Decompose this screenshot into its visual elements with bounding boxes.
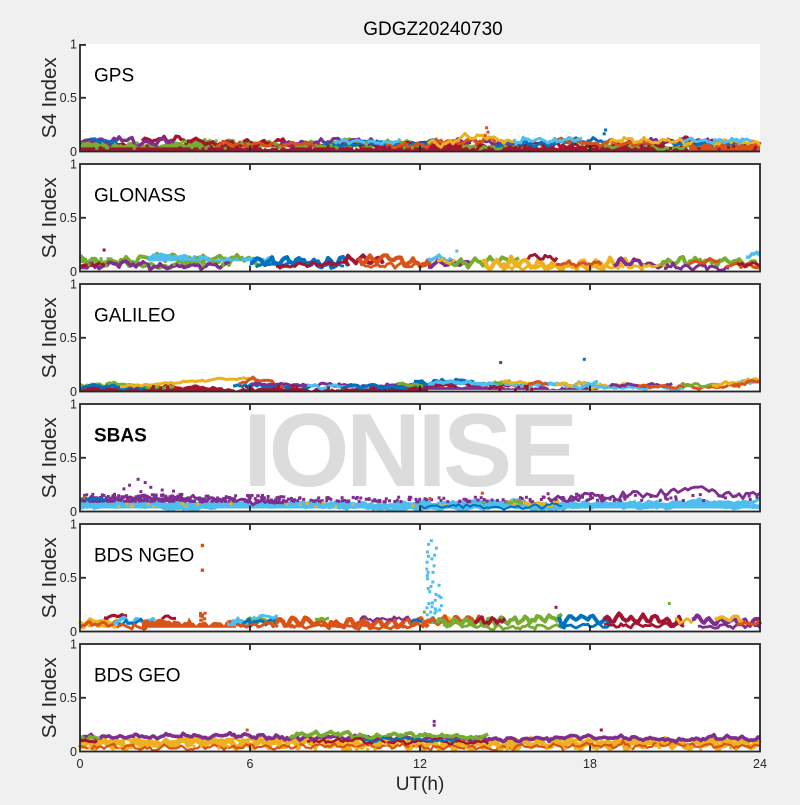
svg-text:0: 0 <box>77 757 84 771</box>
svg-text:GDGZ20240730: GDGZ20240730 <box>363 19 502 40</box>
svg-text:24: 24 <box>753 757 767 771</box>
svg-text:1: 1 <box>70 638 77 652</box>
svg-text:1: 1 <box>70 38 77 52</box>
svg-text:S4 Index: S4 Index <box>38 537 61 619</box>
svg-text:12: 12 <box>413 757 427 771</box>
svg-text:BDS GEO: BDS GEO <box>94 666 181 687</box>
svg-text:1: 1 <box>70 398 77 412</box>
svg-text:0: 0 <box>70 745 77 759</box>
svg-text:0.5: 0.5 <box>60 331 77 345</box>
svg-text:0.5: 0.5 <box>60 451 77 465</box>
svg-text:6: 6 <box>247 757 254 771</box>
svg-text:1: 1 <box>70 518 77 532</box>
svg-text:0: 0 <box>70 265 77 279</box>
svg-text:GPS: GPS <box>94 66 134 87</box>
svg-text:0.5: 0.5 <box>60 691 77 705</box>
svg-text:S4 Index: S4 Index <box>38 57 61 139</box>
svg-text:GLONASS: GLONASS <box>94 186 186 207</box>
svg-text:GALILEO: GALILEO <box>94 306 175 327</box>
svg-text:S4 Index: S4 Index <box>38 657 61 739</box>
svg-text:S4 Index: S4 Index <box>38 177 61 259</box>
svg-text:S4 Index: S4 Index <box>38 417 61 499</box>
svg-text:0: 0 <box>70 625 77 639</box>
svg-text:0: 0 <box>70 505 77 519</box>
svg-text:IONISE: IONISE <box>243 393 575 509</box>
svg-text:1: 1 <box>70 278 77 292</box>
svg-text:0.5: 0.5 <box>60 211 77 225</box>
svg-text:0: 0 <box>70 385 77 399</box>
svg-text:SBAS: SBAS <box>94 426 147 447</box>
svg-text:UT(h): UT(h) <box>396 774 445 795</box>
svg-text:0.5: 0.5 <box>60 571 77 585</box>
svg-text:0: 0 <box>70 145 77 159</box>
svg-text:1: 1 <box>70 158 77 172</box>
svg-text:0.5: 0.5 <box>60 91 77 105</box>
svg-text:BDS NGEO: BDS NGEO <box>94 546 194 567</box>
svg-text:18: 18 <box>583 757 597 771</box>
svg-text:S4 Index: S4 Index <box>38 297 61 379</box>
